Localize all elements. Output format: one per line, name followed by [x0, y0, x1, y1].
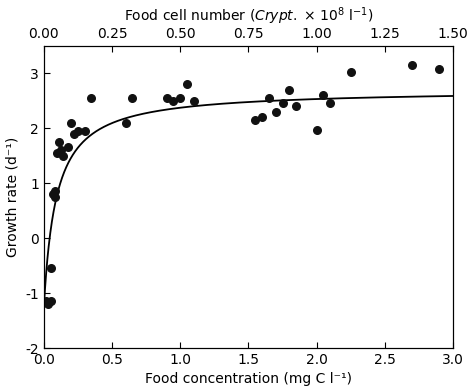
- Point: [47, 265, 55, 271]
- Point: [292, 103, 300, 109]
- Point: [74, 128, 82, 134]
- Point: [327, 100, 334, 107]
- Point: [54, 150, 61, 156]
- X-axis label: Food concentration (mg C l⁻¹): Food concentration (mg C l⁻¹): [145, 372, 352, 387]
- Point: [170, 98, 177, 104]
- Point: [47, 298, 55, 305]
- Point: [70, 131, 78, 137]
- Point: [51, 194, 58, 200]
- Point: [436, 65, 443, 72]
- Point: [81, 128, 89, 134]
- Point: [190, 98, 198, 104]
- Point: [285, 86, 293, 93]
- Point: [279, 100, 286, 107]
- Point: [265, 95, 273, 101]
- Point: [251, 117, 259, 123]
- Point: [258, 114, 266, 120]
- Point: [183, 81, 191, 87]
- Point: [176, 95, 184, 101]
- Point: [408, 62, 416, 68]
- Y-axis label: Growth rate (d⁻¹): Growth rate (d⁻¹): [6, 137, 19, 257]
- Point: [49, 191, 57, 197]
- Point: [381, 37, 389, 43]
- Point: [55, 139, 63, 145]
- Point: [43, 298, 50, 305]
- Point: [44, 301, 52, 307]
- Point: [59, 152, 67, 159]
- Point: [88, 95, 95, 101]
- Point: [319, 92, 327, 98]
- Point: [128, 95, 136, 101]
- Point: [67, 120, 75, 126]
- Point: [272, 109, 280, 115]
- Point: [122, 120, 129, 126]
- Point: [51, 188, 58, 194]
- X-axis label: Food cell number ($\mathit{Crypt.}$ $\times$ 10$^8$ l$^{-1}$): Food cell number ($\mathit{Crypt.}$ $\ti…: [124, 5, 373, 27]
- Point: [64, 144, 72, 151]
- Point: [58, 147, 65, 153]
- Point: [163, 95, 170, 101]
- Point: [347, 69, 355, 75]
- Point: [313, 127, 320, 133]
